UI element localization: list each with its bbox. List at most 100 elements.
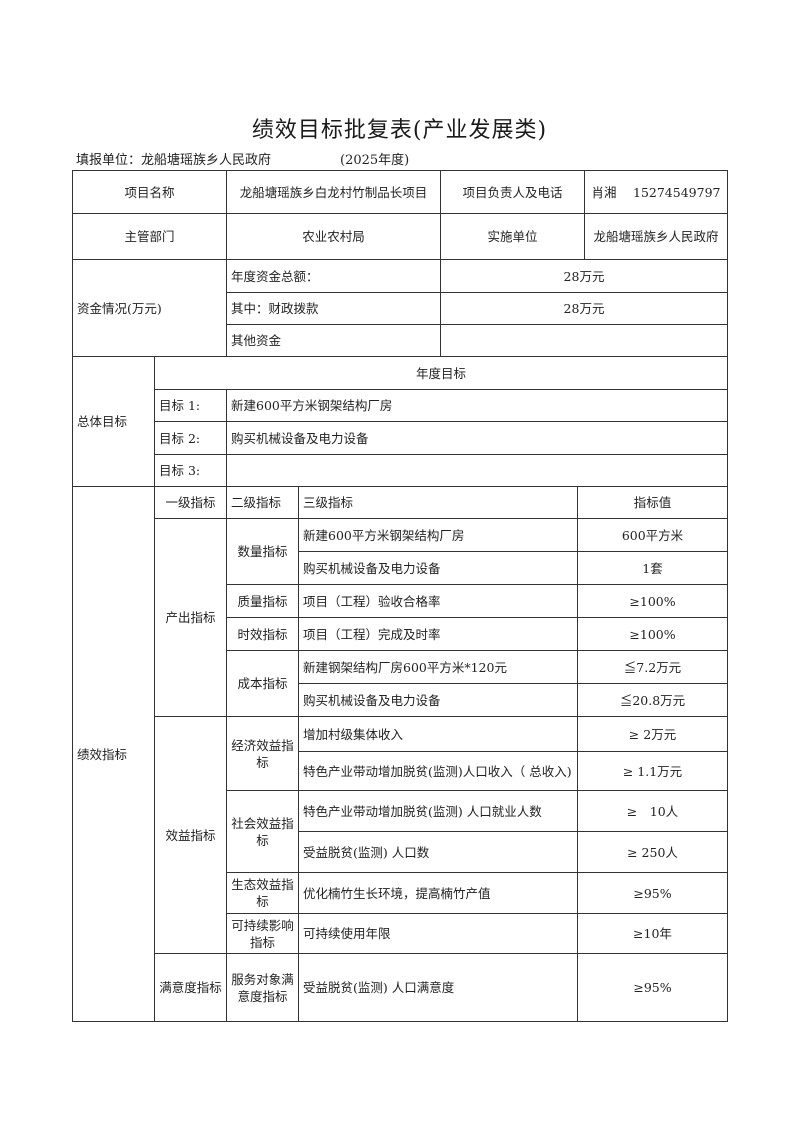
- indicator-value: ≥ 2万元: [577, 716, 728, 752]
- level1-cell-text: 满意度指标: [159, 980, 222, 995]
- indicator-cell-text: 购买机械设备及电力设备: [303, 692, 441, 708]
- header-level1: 一级指标: [154, 486, 227, 519]
- level2-cell-text: 数量指标: [237, 544, 288, 559]
- funds-fiscal-label-text: 其中：财政拨款: [231, 301, 319, 316]
- goals-label: 总体目标: [72, 356, 155, 487]
- indicator-cell: 购买机械设备及电力设备: [298, 551, 578, 585]
- project-name-value-text: 龙船塘瑶族乡白龙村竹制品长项目: [239, 184, 428, 200]
- indicator-cell: 增加村级集体收入: [298, 716, 578, 752]
- level2-cell: 生态效益指标: [226, 872, 299, 914]
- indicator-cell: 购买机械设备及电力设备: [298, 683, 578, 717]
- indicator-cell-text: 特色产业带动增加脱贫(监测) 人口就业人数: [303, 803, 542, 819]
- perf-label-text: 绩效指标: [77, 746, 128, 762]
- indicator-value-text: ≥100%: [629, 626, 676, 642]
- goal-value-text: 购买机械设备及电力设备: [231, 430, 369, 446]
- indicator-value: ≥100%: [577, 617, 728, 651]
- level1-cell: 效益指标: [154, 716, 227, 954]
- indicator-value: ≥95%: [577, 872, 728, 914]
- fill-unit: 填报单位：龙船塘瑶族乡人民政府: [76, 153, 272, 168]
- funds-other-value: [440, 324, 728, 357]
- indicator-value-text: ≥ 2万元: [628, 726, 677, 742]
- goals-header: 年度目标: [154, 356, 728, 390]
- level2-cell: 服务对象满意度指标: [226, 953, 299, 1022]
- indicator-cell-text: 项目（工程）完成及时率: [303, 626, 441, 642]
- indicator-cell: 受益脱贫(监测) 人口满意度: [298, 953, 578, 1022]
- indicator-cell: 特色产业带动增加脱贫(监测) 人口就业人数: [298, 790, 578, 832]
- header-value: 指标值: [577, 486, 728, 519]
- indicator-cell-text: 新建钢架结构厂房600平方米*120元: [303, 659, 507, 675]
- indicator-value: ≥100%: [577, 584, 728, 618]
- indicator-value: ≦7.2万元: [577, 650, 728, 684]
- funds-total-label: 年度资金总额：: [226, 259, 441, 293]
- goal-label-text: 目标 3:: [159, 463, 201, 478]
- level2-cell: 成本指标: [226, 650, 299, 717]
- indicator-value-text: ≥ 1.1万元: [622, 763, 683, 779]
- level2-cell: 时效指标: [226, 617, 299, 651]
- indicator-value-text: ≥100%: [629, 593, 676, 609]
- header-level3-text: 三级指标: [303, 495, 354, 510]
- goal-label: 目标 3:: [154, 454, 227, 487]
- indicator-value-text: ≦20.8万元: [619, 692, 686, 708]
- indicator-value-text: 600平方米: [621, 527, 684, 543]
- goal-label-text: 目标 2:: [159, 430, 201, 446]
- indicator-value-text: ≥95%: [633, 885, 672, 901]
- project-name-label-text: 项目名称: [124, 184, 175, 200]
- funds-label: 资金情况(万元): [72, 259, 227, 357]
- goal-label: 目标 1:: [154, 389, 227, 422]
- indicator-value: ≦20.8万元: [577, 683, 728, 717]
- indicator-cell: 特色产业带动增加脱贫(监测)人口收入（ 总收入): [298, 751, 578, 791]
- indicator-cell-text: 特色产业带动增加脱贫(监测)人口收入（ 总收入): [303, 763, 572, 779]
- dept-value: 农业农村局: [226, 213, 441, 260]
- level1-cell: 满意度指标: [154, 953, 227, 1022]
- indicator-cell-text: 优化楠竹生长环境，提高楠竹产值: [303, 885, 491, 901]
- level1-cell-text: 产出指标: [165, 610, 216, 625]
- owner-value-text: 肖湘 15274549797: [591, 184, 721, 200]
- level2-cell-text: 成本指标: [237, 676, 288, 691]
- indicator-cell-text: 受益脱贫(监测) 人口满意度: [303, 980, 455, 995]
- goal-label: 目标 2:: [154, 421, 227, 455]
- impl-value: 龙船塘瑶族乡人民政府: [584, 213, 728, 260]
- indicator-value: 600平方米: [577, 518, 728, 552]
- header-level1-text: 一级指标: [165, 495, 216, 510]
- level2-cell-text: 质量指标: [237, 593, 288, 609]
- header-level3: 三级指标: [298, 486, 578, 519]
- indicator-value-text: ≥ 250人: [627, 844, 678, 860]
- level2-cell-text: 服务对象满意度指标: [231, 971, 294, 1004]
- level1-cell: 产出指标: [154, 518, 227, 717]
- header-level2-text: 二级指标: [231, 495, 282, 510]
- goal-value: 购买机械设备及电力设备: [226, 421, 728, 455]
- owner-value: 肖湘 15274549797: [584, 170, 728, 214]
- funds-fiscal-value: 28万元: [440, 292, 728, 325]
- dept-value-text: 农业农村局: [302, 229, 365, 244]
- indicator-cell: 新建钢架结构厂房600平方米*120元: [298, 650, 578, 684]
- indicator-value: ≥10年: [577, 913, 728, 954]
- impl-value-text: 龙船塘瑶族乡人民政府: [593, 229, 719, 244]
- level2-cell-text: 生态效益指标: [231, 877, 294, 909]
- project-name-label: 项目名称: [72, 170, 227, 214]
- indicator-value-text: ≥95%: [633, 980, 672, 995]
- owner-label: 项目负责人及电话: [440, 170, 585, 214]
- goal-value: [226, 454, 728, 487]
- funds-other-label-text: 其他资金: [231, 333, 282, 348]
- indicator-cell: 项目（工程）完成及时率: [298, 617, 578, 651]
- funds-total-label-text: 年度资金总额：: [231, 268, 319, 284]
- indicator-cell-text: 新建600平方米钢架结构厂房: [303, 527, 465, 543]
- indicator-cell-text: 增加村级集体收入: [303, 726, 404, 742]
- funds-total-value-text: 28万元: [563, 268, 605, 284]
- funds-other-label: 其他资金: [226, 324, 441, 357]
- indicator-value-text: ≥10年: [633, 926, 672, 941]
- level2-cell: 质量指标: [226, 584, 299, 618]
- level2-cell-text: 经济效益指标: [231, 737, 294, 770]
- level2-cell: 数量指标: [226, 518, 299, 585]
- funds-fiscal-label: 其中：财政拨款: [226, 292, 441, 325]
- impl-label: 实施单位: [440, 213, 585, 260]
- indicator-cell-text: 可持续使用年限: [303, 926, 391, 941]
- page-title: 绩效目标批复表(产业发展类): [251, 118, 548, 143]
- level2-cell: 经济效益指标: [226, 716, 299, 791]
- goals-label-text: 总体目标: [77, 414, 128, 429]
- goal-value: 新建600平方米钢架结构厂房: [226, 389, 728, 422]
- header-value-text: 指标值: [633, 495, 672, 510]
- indicator-value: ≥95%: [577, 953, 728, 1022]
- indicator-cell-text: 购买机械设备及电力设备: [303, 560, 441, 576]
- indicator-cell-text: 项目（工程）验收合格率: [303, 593, 441, 609]
